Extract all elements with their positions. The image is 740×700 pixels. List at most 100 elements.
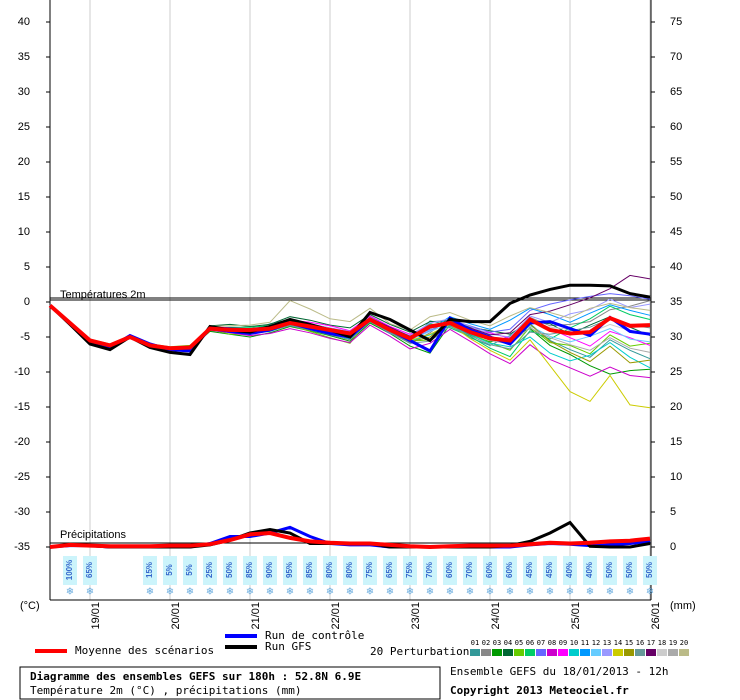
y2-tick-label: 45 — [670, 226, 682, 238]
legend-label: 13 — [603, 639, 611, 647]
snow-probability-label: 95% — [285, 562, 294, 578]
snow-probability-label: 50% — [625, 562, 634, 578]
snow-probability-box — [443, 556, 457, 585]
y2-tick-label: 0 — [670, 541, 676, 553]
legend-swatch — [470, 649, 480, 656]
snow-probability-label: 70% — [425, 562, 434, 578]
title: Diagramme des ensembles GEFS sur 180h : … — [30, 670, 361, 683]
plot: 100% ❄ 65% ❄ 15% ❄ 5% ❄ 5% ❄ 25% ❄ 50% ❄ 85% ❄ 90% ❄ 95% ❄ 8… — [48, 274, 657, 598]
y2-tick-label: 10 — [670, 471, 682, 483]
legend-label: Run de contrôle — [265, 629, 364, 642]
snow-icon: ❄ — [586, 587, 594, 598]
snow-icon: ❄ — [186, 587, 194, 598]
snow-probability-label: 50% — [225, 562, 234, 578]
legend-swatch — [646, 649, 656, 656]
y-tick-label: 10 — [18, 226, 30, 238]
snow-probability-box — [163, 556, 177, 585]
legend-swatch — [635, 649, 645, 656]
legend-label: 08 — [548, 639, 556, 647]
x-tick-label: 21/01 — [250, 602, 262, 630]
snow-icon: ❄ — [426, 587, 434, 598]
y2-tick-label: 20 — [670, 401, 682, 413]
legend-label: 19 — [669, 639, 677, 647]
snow-probability-box — [203, 556, 217, 585]
legend-swatch — [481, 649, 491, 656]
legend-swatch — [624, 649, 634, 656]
y2-tick-label: 70 — [670, 51, 682, 63]
snow-probability-box — [423, 556, 437, 585]
legend-swatch — [668, 649, 678, 656]
legend-label: 10 — [570, 639, 578, 647]
snow-icon: ❄ — [206, 587, 214, 598]
snow-probability-box — [83, 556, 97, 585]
legend-label: 16 — [636, 639, 644, 647]
legend-swatch — [580, 649, 590, 656]
snow-probability-label: 15% — [145, 562, 154, 578]
temperature-line — [48, 303, 651, 351]
legend-label: Run GFS — [265, 640, 311, 653]
snow-probability-box — [143, 556, 157, 585]
snow-probability-box — [583, 556, 597, 585]
snow-icon: ❄ — [226, 587, 234, 598]
snow-probability-label: 65% — [85, 562, 94, 578]
legend-label: 11 — [581, 639, 589, 647]
snow-icon: ❄ — [566, 587, 574, 598]
snow-probability-label: 75% — [365, 562, 374, 578]
x-tick-label: 26/01 — [650, 602, 662, 630]
snow-probability-box — [403, 556, 417, 585]
snow-icon: ❄ — [606, 587, 614, 598]
snow-probability-label: 85% — [305, 562, 314, 578]
snow-probability-box — [343, 556, 357, 585]
snow-probability-label: 100% — [65, 560, 74, 580]
snow-icon: ❄ — [466, 587, 474, 598]
y2-tick-label: 65 — [670, 86, 682, 98]
snow-probability-box — [363, 556, 377, 585]
y-tick-label: 0 — [24, 296, 30, 308]
snow-probability-label: 25% — [205, 562, 214, 578]
legend-swatch — [602, 649, 612, 656]
legend-label: 05 — [515, 639, 523, 647]
y2-unit: (mm) — [670, 600, 696, 612]
snow-probability-box — [523, 556, 537, 585]
legend-label: 04 — [504, 639, 512, 647]
legend-label: 02 — [482, 639, 490, 647]
snow-icon: ❄ — [246, 587, 254, 598]
x-tick-label: 19/01 — [90, 602, 102, 630]
y-tick-label: 40 — [18, 16, 30, 28]
x-tick-label: 22/01 — [330, 602, 342, 630]
x-tick-label: 25/01 — [570, 602, 582, 630]
y-tick-label: -35 — [14, 541, 30, 553]
y-tick-label: -25 — [14, 471, 30, 483]
snow-probability-label: 50% — [605, 562, 614, 578]
legend-swatch — [503, 649, 513, 656]
legend-label: 01 — [471, 639, 479, 647]
run-label: Ensemble GEFS du 18/01/2013 - 12h — [450, 665, 669, 678]
y-tick-label: -10 — [14, 366, 30, 378]
legend-swatch — [536, 649, 546, 656]
perturbations-label: 20 Perturbations — [370, 645, 476, 658]
snow-probability-box — [323, 556, 337, 585]
y-tick-label: -5 — [20, 331, 30, 343]
snow-probability-label: 75% — [405, 562, 414, 578]
temperature-label: Températures 2m — [60, 289, 146, 301]
legend-label: 17 — [647, 639, 655, 647]
copyright: Copyright 2013 Meteociel.fr — [450, 684, 629, 697]
y-tick-label: 30 — [18, 86, 30, 98]
legend-label: 09 — [559, 639, 567, 647]
snow-probability-label: 60% — [505, 562, 514, 578]
snow-icon: ❄ — [346, 587, 354, 598]
snow-probability-label: 80% — [345, 562, 354, 578]
y2-tick-label: 75 — [670, 16, 682, 28]
temperature-line — [48, 283, 651, 357]
y2-tick-label: 40 — [670, 261, 682, 273]
legend-label: 12 — [592, 639, 600, 647]
snow-icon: ❄ — [486, 587, 494, 598]
legend-swatch — [591, 649, 601, 656]
legend-label: 18 — [658, 639, 666, 647]
snow-probability-box — [463, 556, 477, 585]
snow-probability-box — [563, 556, 577, 585]
y2-tick-label: 25 — [670, 366, 682, 378]
y2-tick-label: 30 — [670, 331, 682, 343]
legend-swatch — [525, 649, 535, 656]
snow-probability-box — [543, 556, 557, 585]
